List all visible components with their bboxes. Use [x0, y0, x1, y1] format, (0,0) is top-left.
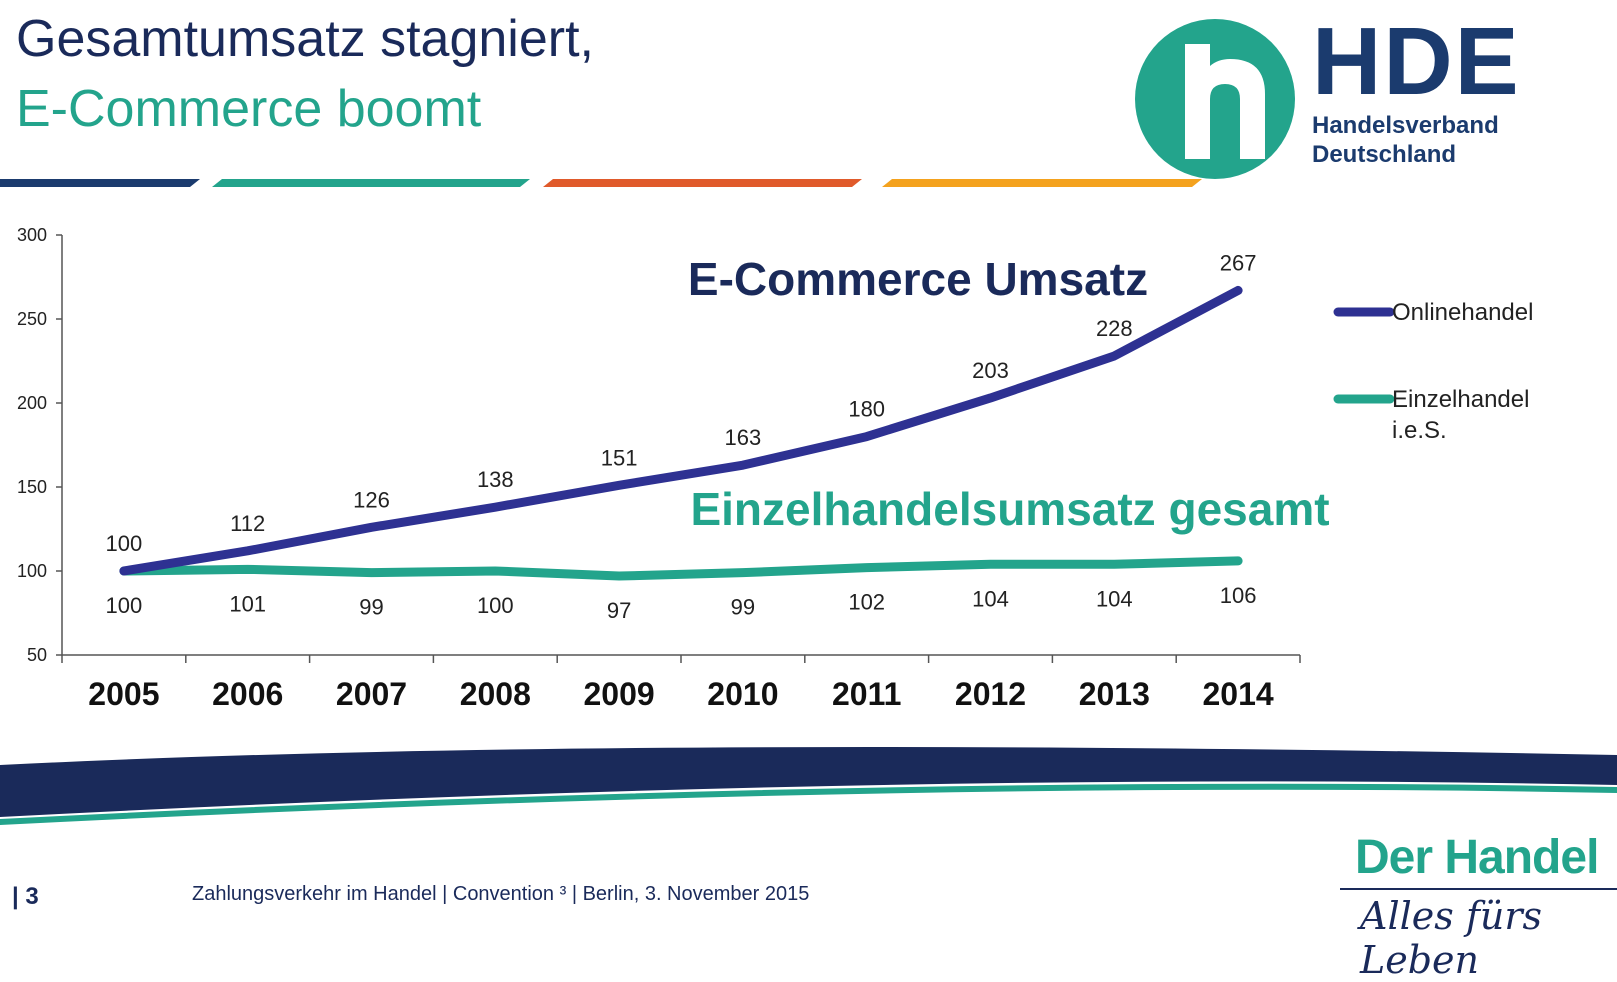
data-label-onlinehandel: 112 — [230, 511, 265, 536]
series-line-onlinehandel — [119, 285, 1243, 576]
y-tick-label: 150 — [17, 477, 47, 497]
stripe-teal — [212, 179, 530, 187]
slide-title-line2: E-Commerce boomt — [16, 80, 482, 138]
wave-navy — [0, 747, 1617, 817]
annotation-einzelhandel: Einzelhandelsumsatz gesamt — [690, 483, 1329, 535]
data-label-onlinehandel: 163 — [725, 425, 762, 450]
wave-teal — [0, 783, 1617, 825]
data-label-einzelhandel: 102 — [848, 590, 885, 615]
page-number: | 3 — [12, 883, 39, 910]
hde-subtitle-line1: Handelsverband — [1312, 112, 1499, 139]
data-label-einzelhandel: 101 — [229, 591, 266, 616]
legend-label-einzelhandel-line1: Einzelhandel — [1392, 386, 1529, 413]
x-tick-label: 2012 — [955, 676, 1026, 712]
x-tick-label: 2014 — [1203, 676, 1274, 712]
slide-title-line1: Gesamtumsatz stagniert, — [16, 10, 594, 68]
x-tick-label: 2005 — [88, 676, 159, 712]
data-label-onlinehandel: 100 — [106, 531, 143, 556]
brand-der-handel: Der Handel — [1355, 831, 1599, 884]
data-label-einzelhandel: 99 — [731, 595, 755, 620]
stripe-red — [543, 179, 862, 187]
data-label-onlinehandel: 228 — [1096, 316, 1133, 341]
data-label-onlinehandel: 203 — [972, 358, 1009, 383]
legend-label-onlinehandel: Onlinehandel — [1392, 299, 1533, 326]
data-label-onlinehandel: 138 — [477, 467, 514, 492]
data-label-einzelhandel: 100 — [477, 593, 514, 618]
y-tick-label: 100 — [17, 561, 47, 581]
data-label-onlinehandel: 267 — [1220, 250, 1257, 275]
hde-logo-subtitle: Handelsverband Deutschland — [1312, 112, 1499, 170]
hde-subtitle-line2: Deutschland — [1312, 140, 1457, 168]
annotation-ecommerce: E-Commerce Umsatz — [688, 253, 1148, 305]
legend-label-einzelhandel-line2: i.e.S. — [1392, 417, 1447, 444]
y-tick-label: 50 — [27, 645, 47, 665]
series-line-einzelhandel — [119, 556, 1243, 581]
x-tick-label: 2007 — [336, 676, 407, 712]
x-tick-label: 2013 — [1079, 676, 1150, 712]
data-label-onlinehandel: 180 — [848, 397, 885, 422]
hde-logo-icon — [1135, 19, 1295, 179]
stripe-navy — [0, 179, 200, 187]
brand-slogan: Alles fürs Leben — [1360, 894, 1543, 982]
y-tick-label: 300 — [17, 225, 47, 245]
data-label-onlinehandel: 126 — [353, 487, 390, 512]
data-label-onlinehandel: 151 — [601, 445, 638, 470]
y-tick-label: 200 — [17, 393, 47, 413]
line-chart: 300 250 200 150 100 50 2005 2006 2007 2008 2009 201… — [17, 225, 1534, 712]
y-tick-label: 250 — [17, 309, 47, 329]
footer-text: Zahlungsverkehr im Handel | Convention ³… — [192, 883, 810, 905]
data-label-einzelhandel: 104 — [1096, 586, 1133, 611]
footer-wave — [0, 747, 1617, 825]
stripe-orange — [882, 179, 1202, 187]
hde-logo-text: HDE — [1312, 8, 1521, 115]
data-label-einzelhandel: 104 — [972, 586, 1009, 611]
brand-divider — [1340, 888, 1617, 890]
data-label-einzelhandel: 106 — [1220, 583, 1257, 608]
x-tick-label: 2006 — [212, 676, 283, 712]
data-label-einzelhandel: 99 — [359, 595, 383, 620]
x-tick-label: 2011 — [832, 676, 901, 712]
x-tick-label: 2010 — [707, 676, 778, 712]
data-label-einzelhandel: 100 — [106, 593, 143, 618]
x-tick-label: 2008 — [460, 676, 531, 712]
accent-stripes — [0, 179, 1202, 187]
x-tick-label: 2009 — [584, 676, 655, 712]
data-label-einzelhandel: 97 — [607, 598, 631, 623]
